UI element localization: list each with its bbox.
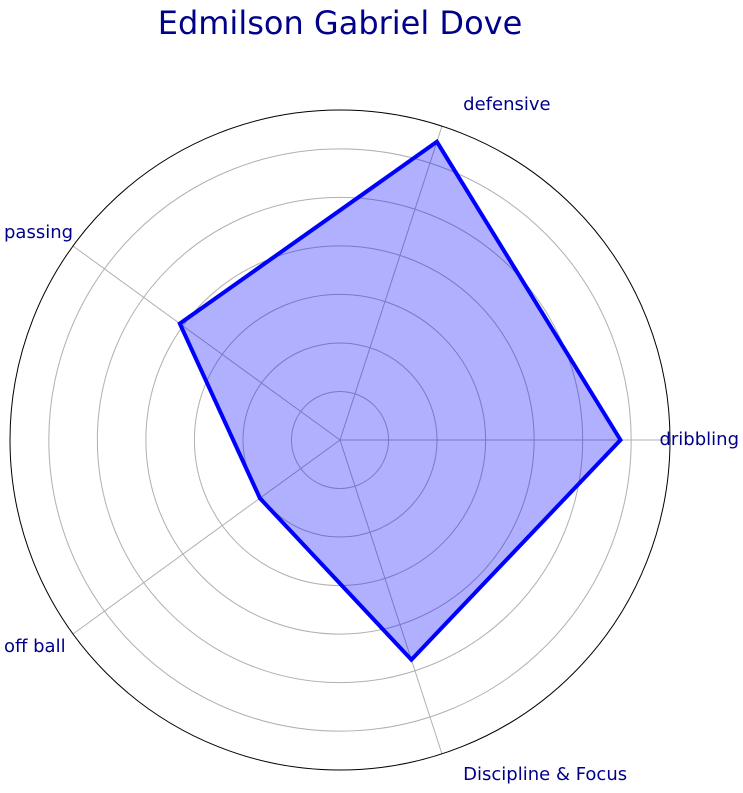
radar-grid [9, 109, 671, 771]
axis-label-passing: passing [4, 222, 73, 243]
grid-spoke [72, 439, 341, 635]
chart-title: Edmilson Gabriel Dove [157, 4, 523, 42]
series-area [179, 141, 621, 660]
axis-label-discipline-focus: Discipline & Focus [463, 764, 627, 785]
axis-label-off-ball: off ball [4, 636, 66, 657]
series-line [177, 138, 624, 663]
axis-label-dribbling: dribbling [659, 429, 739, 450]
radar-data [177, 138, 624, 663]
outer-boundary [9, 109, 671, 771]
grid-spoke [339, 439, 443, 755]
grid-spoke [339, 125, 443, 441]
axis-label-defensive: defensive [463, 94, 550, 115]
radar-axis-labels: dribbling defensive passing off ball Discipl… [4, 94, 739, 785]
grid-spoke [72, 245, 341, 441]
